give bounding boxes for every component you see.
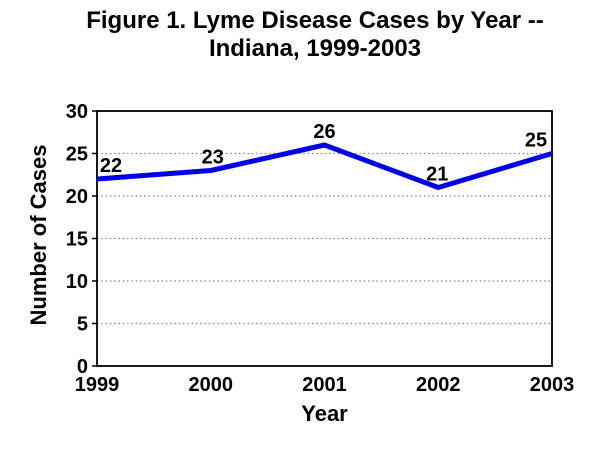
y-axis-title: Number of Cases bbox=[26, 145, 51, 326]
data-point-label: 23 bbox=[202, 147, 224, 169]
data-point-label: 21 bbox=[426, 164, 448, 186]
y-tick-label: 20 bbox=[66, 186, 88, 208]
x-axis-title: Year bbox=[301, 401, 348, 426]
x-tick-label: 2003 bbox=[530, 374, 575, 396]
data-point-label: 25 bbox=[525, 130, 547, 152]
y-tick-label: 30 bbox=[66, 101, 88, 123]
data-point-label: 22 bbox=[100, 155, 122, 177]
y-tick-label: 10 bbox=[66, 271, 88, 293]
y-tick-label: 0 bbox=[77, 356, 88, 378]
chart-title-line1: Figure 1. Lyme Disease Cases by Year -- bbox=[86, 7, 544, 34]
y-tick-label: 15 bbox=[66, 229, 88, 251]
x-tick-label: 2002 bbox=[416, 374, 461, 396]
chart-title-line2: Indiana, 1999-2003 bbox=[208, 35, 422, 62]
y-tick-label: 5 bbox=[77, 314, 88, 336]
chart-title: Figure 1. Lyme Disease Cases by Year -- … bbox=[30, 7, 600, 63]
plot-border bbox=[96, 110, 553, 367]
x-tick-label: 2001 bbox=[302, 374, 347, 396]
data-point-label: 26 bbox=[313, 121, 335, 143]
x-tick-label: 2000 bbox=[189, 374, 234, 396]
y-tick-label: 25 bbox=[66, 144, 88, 166]
data-series-line bbox=[96, 142, 553, 190]
x-tick-label: 1999 bbox=[75, 374, 120, 396]
